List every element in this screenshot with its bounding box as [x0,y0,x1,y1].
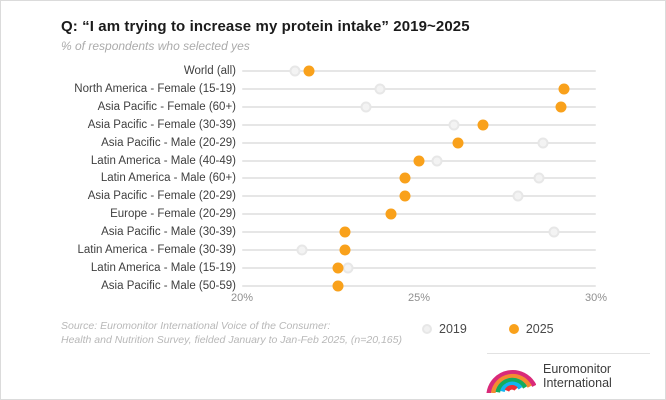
row-track [242,277,596,295]
dot-2019 [512,190,524,202]
legend-2019-dot-icon [422,324,432,334]
euromonitor-logo-text: Euromonitor International [543,362,612,391]
row-track [242,62,596,80]
dot-2025 [452,137,464,149]
chart-rows: World (all) North America - Female (15-19… [56,62,596,295]
row-track [242,223,596,241]
legend-2025-label: 2025 [525,322,554,336]
gridline [242,87,596,90]
chart-row: World (all) [56,62,596,80]
chart-row: Asia Pacific - Male (30-39) [56,223,596,241]
source-line-1: Source: Euromonitor International Voice … [61,320,331,332]
dot-2025 [332,262,344,274]
row-label: Asia Pacific - Male (50-59) [101,280,236,293]
x-axis: 20% 25% 30% [231,292,607,306]
dot-2025 [303,65,315,77]
gridline [242,213,596,216]
row-track [242,152,596,170]
row-label: Latin America - Male (60+) [100,172,236,185]
dot-2019 [296,244,308,256]
row-track [242,205,596,223]
dot-2019 [533,172,545,184]
gridline [242,231,596,234]
gridline [242,285,596,288]
gridline [242,177,596,180]
euromonitor-logo: Euromonitor International [486,359,612,393]
legend-item-2025: 2025 [508,322,554,336]
chart-row: Latin America - Male (15-19) [56,259,596,277]
row-track [242,241,596,259]
dot-2025 [399,172,411,184]
dot-2019 [342,262,354,274]
legend-item-2019: 2019 [422,322,467,336]
chart-row: North America - Female (15-19) [56,80,596,98]
row-label: Asia Pacific - Female (60+) [97,100,236,113]
gridline [242,123,596,126]
chart-row: Asia Pacific - Female (20-29) [56,187,596,205]
chart-row: Asia Pacific - Male (20-29) [56,134,596,152]
row-label: Europe - Female (20-29) [110,208,236,221]
row-label: Asia Pacific - Male (20-29) [101,136,236,149]
footer-divider [487,353,650,354]
chart-row: Asia Pacific - Male (50-59) [56,277,596,295]
logo-line-2: International [543,376,612,390]
dot-2019 [289,65,301,77]
gridline [242,249,596,252]
row-track [242,170,596,188]
x-tick-25: 25% [407,292,431,304]
row-label: Asia Pacific - Male (30-39) [101,226,236,239]
legend-2025-dot-icon [508,324,519,334]
chart-subtitle: % of respondents who selected yes [61,39,250,53]
dot-2025 [339,244,351,256]
dot-2025 [555,101,567,113]
dot-2025 [399,190,411,202]
dot-2019 [374,83,386,95]
dot-2019 [548,226,560,238]
chart-row: Asia Pacific - Female (60+) [56,98,596,116]
row-track [242,259,596,277]
chart-row: Latin America - Male (40-49) [56,152,596,170]
dot-2025 [332,280,344,292]
row-track [242,187,596,205]
row-track [242,98,596,116]
row-label: Asia Pacific - Female (20-29) [87,190,236,203]
dot-2019 [448,119,460,131]
chart-row: Asia Pacific - Female (30-39) [56,116,596,134]
dot-2025 [385,208,397,220]
gridline [242,267,596,270]
row-track [242,80,596,98]
dot-2025 [477,119,489,131]
dot-2019 [431,155,443,167]
chart-row: Europe - Female (20-29) [56,205,596,223]
source-line-2: Health and Nutrition Survey, fielded Jan… [61,334,402,346]
gridline [242,105,596,108]
gridline [242,195,596,198]
row-label: Asia Pacific - Female (30-39) [87,118,236,131]
row-label: World (all) [183,64,236,77]
row-label: Latin America - Female (30-39) [77,244,236,257]
x-tick-20: 20% [230,292,254,304]
gridline [242,141,596,144]
dot-2025 [413,155,425,167]
euromonitor-arcs-icon [486,369,536,393]
logo-line-1: Euromonitor [543,361,612,376]
dot-2019 [537,137,549,149]
row-label: North America - Female (15-19) [74,82,236,95]
row-label: Latin America - Male (15-19) [90,262,236,275]
legend: 2019 2025 [422,322,554,336]
source-note: Source: Euromonitor International Voice … [61,319,402,347]
dot-2019 [360,101,372,113]
row-track [242,134,596,152]
row-label: Latin America - Male (40-49) [90,154,236,167]
chart-row: Latin America - Male (60+) [56,170,596,188]
legend-2019-label: 2019 [439,322,467,336]
dot-2025 [558,83,570,95]
dot-2025 [339,226,351,238]
row-track [242,116,596,134]
gridline [242,69,596,72]
x-tick-30: 30% [584,292,608,304]
chart-row: Latin America - Female (30-39) [56,241,596,259]
chart-title: Q: “I am trying to increase my protein i… [61,18,470,35]
